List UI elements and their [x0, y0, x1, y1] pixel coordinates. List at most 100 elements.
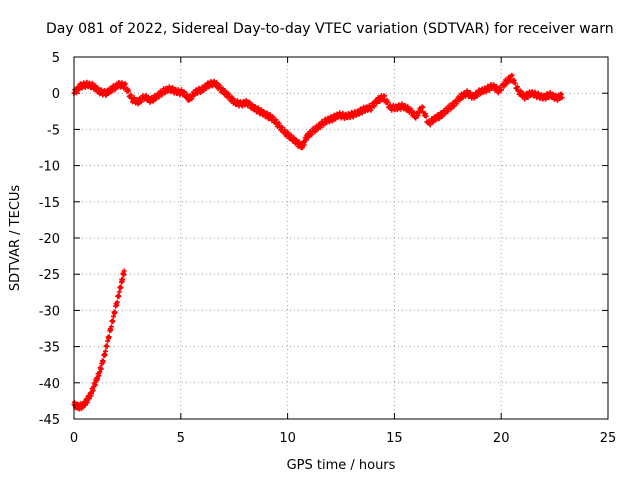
y-tick-label: -10	[39, 160, 60, 175]
data-point	[109, 89, 115, 95]
chart-title: Day 081 of 2022, Sidereal Day-to-day VTE…	[46, 21, 614, 37]
data-point	[220, 86, 226, 92]
data-point	[121, 268, 127, 274]
y-tick-label: -15	[39, 196, 60, 211]
data-point	[94, 376, 100, 382]
data-point	[229, 94, 235, 100]
data-marks	[71, 72, 565, 412]
data-point	[246, 99, 252, 105]
y-tick-label: -30	[39, 304, 60, 319]
data-point	[511, 77, 517, 83]
y-tick-label: -20	[39, 232, 60, 247]
data-point	[368, 107, 374, 113]
data-point	[448, 106, 454, 112]
y-axis-label: SDTVAR / TECUs	[8, 185, 23, 292]
data-point	[423, 113, 429, 119]
data-point	[103, 348, 109, 354]
data-point	[118, 284, 124, 290]
data-point	[512, 80, 518, 86]
data-point	[504, 81, 510, 87]
data-point	[486, 87, 492, 93]
data-point	[303, 137, 309, 143]
data-point	[104, 343, 110, 349]
data-point	[559, 95, 565, 101]
data-point	[93, 83, 99, 89]
data-point	[498, 87, 504, 93]
data-point	[377, 99, 383, 105]
x-tick-label: 10	[279, 431, 296, 446]
data-point	[89, 390, 95, 396]
data-point	[217, 82, 223, 88]
data-point	[73, 90, 79, 96]
data-point	[415, 112, 421, 118]
data-point	[122, 81, 128, 87]
data-point	[436, 116, 442, 122]
data-point	[445, 109, 451, 115]
data-point	[287, 133, 293, 139]
data-point	[509, 72, 515, 78]
data-point	[128, 92, 134, 98]
data-point	[474, 93, 480, 99]
data-point	[120, 276, 126, 282]
tick-labels: 0 5 10 15 20 25 5 0 -5 -10 -15 -20 -25 -30 -35 -40 -45	[39, 51, 617, 446]
data-point	[189, 96, 195, 102]
data-point	[100, 358, 106, 364]
data-point	[309, 132, 315, 138]
data-point	[279, 124, 285, 130]
data-point	[371, 103, 377, 109]
data-point	[276, 120, 282, 126]
data-point	[413, 115, 419, 121]
data-point	[114, 299, 120, 305]
x-tick-label: 25	[600, 431, 617, 446]
data-point	[116, 294, 122, 300]
x-tick-label: 0	[70, 431, 78, 446]
data-point	[427, 122, 433, 128]
data-point	[150, 98, 156, 104]
data-point	[108, 324, 114, 330]
data-point	[92, 382, 98, 388]
data-point	[543, 96, 549, 102]
data-point	[494, 84, 500, 90]
data-point	[329, 118, 335, 124]
plot-frame	[73, 56, 609, 420]
data-point	[285, 129, 291, 135]
data-point	[111, 313, 117, 319]
y-tick-label: 0	[52, 87, 60, 102]
x-tick-label: 15	[386, 431, 403, 446]
data-point	[98, 366, 104, 372]
series-0	[71, 268, 127, 412]
data-point	[89, 80, 95, 86]
data-point	[412, 114, 418, 120]
data-point	[408, 106, 414, 112]
x-axis-label: GPS time / hours	[287, 458, 396, 473]
data-point	[159, 92, 165, 98]
data-point	[359, 110, 365, 116]
data-point	[382, 93, 388, 99]
data-point	[106, 334, 112, 340]
data-point	[125, 88, 131, 94]
y-tick-label: -35	[39, 341, 60, 356]
data-point	[439, 114, 445, 120]
data-point	[198, 90, 204, 96]
data-point	[116, 289, 122, 295]
x-tick-label: 5	[177, 431, 185, 446]
data-point	[385, 99, 391, 105]
data-point	[321, 122, 327, 128]
data-point	[86, 395, 92, 401]
y-tick-label: 5	[52, 51, 60, 66]
y-tick-label: -45	[39, 413, 60, 428]
data-point	[226, 91, 232, 97]
data-point	[264, 110, 270, 116]
data-point	[420, 104, 426, 110]
data-point	[97, 369, 103, 375]
data-point	[112, 309, 118, 315]
data-point	[182, 89, 188, 95]
y-tick-label: -40	[39, 377, 60, 392]
x-tick-label: 20	[493, 431, 510, 446]
data-point	[294, 137, 300, 143]
data-point	[454, 101, 460, 107]
data-point	[255, 105, 261, 111]
y-tick-label: -5	[47, 123, 60, 138]
